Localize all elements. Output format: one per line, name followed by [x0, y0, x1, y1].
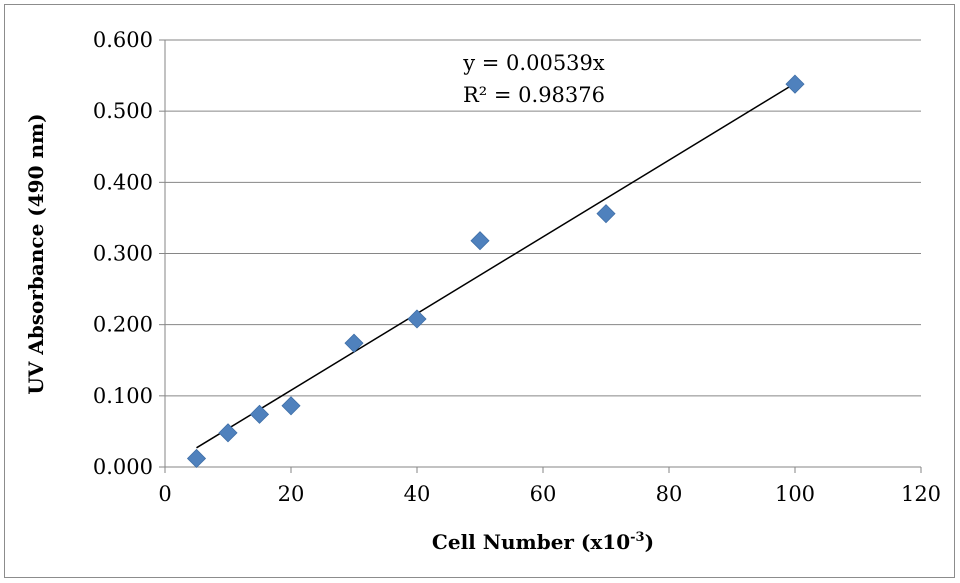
trendline: [196, 82, 796, 449]
x-tick-label: 80: [656, 482, 683, 506]
x-axis-title: Cell Number (x10-3): [432, 530, 654, 554]
data-point: [249, 404, 270, 424]
data-point: [218, 423, 238, 443]
y-axis-title: UV Absorbance (490 nm): [24, 113, 48, 394]
x-axis-title-exponent: -3: [630, 530, 644, 545]
y-tick-label: 0.200: [93, 313, 153, 337]
data-points: [186, 74, 805, 469]
y-tick-label: 0.400: [93, 170, 153, 194]
y-tick-label: 0.500: [93, 99, 153, 123]
y-tick-label: 0.100: [93, 384, 153, 408]
r-squared-label: R² = 0.98376: [463, 83, 605, 107]
y-tick-label: 0.000: [93, 455, 153, 479]
axes: [159, 39, 922, 473]
data-point: [281, 396, 301, 416]
x-tick-label: 40: [404, 482, 431, 506]
x-tick-label: 20: [278, 482, 305, 506]
y-tick-label: 0.600: [93, 28, 153, 52]
data-point: [344, 333, 364, 353]
trendline-equation: y = 0.00539x: [462, 51, 605, 75]
data-point: [407, 309, 427, 329]
x-tick-label: 120: [901, 482, 941, 506]
data-point: [186, 448, 207, 469]
x-axis-title-close: ): [645, 530, 654, 554]
chart-frame: [4, 4, 955, 578]
x-tick-label: 0: [158, 482, 171, 506]
x-axis-title-main: Cell Number (x10: [432, 530, 630, 554]
y-tick-label: 0.300: [93, 242, 153, 266]
gridlines: [165, 39, 921, 397]
data-point: [596, 204, 616, 224]
tick-labels: 0.000 0.100 0.200 0.300 0.400 0.500 0.600 0 20 40…: [93, 28, 941, 506]
x-tick-label: 60: [530, 482, 557, 506]
x-tick-label: 100: [775, 482, 815, 506]
data-point: [470, 231, 490, 251]
data-point: [785, 74, 805, 94]
